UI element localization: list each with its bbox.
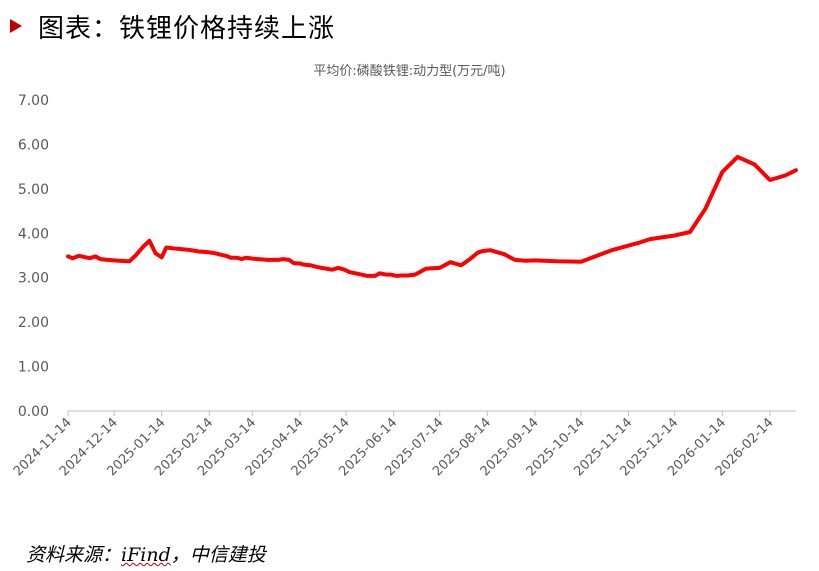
y-tick-label: 2.00: [18, 315, 49, 331]
chart-title: 平均价:磷酸铁锂:动力型(万元/吨): [313, 64, 506, 79]
y-tick-label: 3.00: [18, 271, 49, 287]
y-tick-label: 7.00: [18, 93, 49, 109]
y-tick-label: 4.00: [18, 226, 49, 242]
header: 图表：铁锂价格持续上涨: [8, 8, 335, 44]
source-suffix: ，中信建投: [170, 544, 266, 566]
source-note: 资料来源：iFind，中信建投: [26, 540, 266, 567]
y-tick-label: 5.00: [18, 182, 49, 198]
y-tick-label: 0.00: [18, 404, 49, 420]
y-tick-label: 6.00: [18, 137, 49, 153]
y-tick-label: 1.00: [18, 360, 49, 376]
series-line: [66, 154, 798, 278]
page-title: 图表：铁锂价格持续上涨: [38, 13, 336, 44]
source-name: iFind: [121, 544, 171, 566]
source-prefix: 资料来源：: [26, 544, 122, 566]
bullet-arrow-icon: [10, 19, 22, 33]
